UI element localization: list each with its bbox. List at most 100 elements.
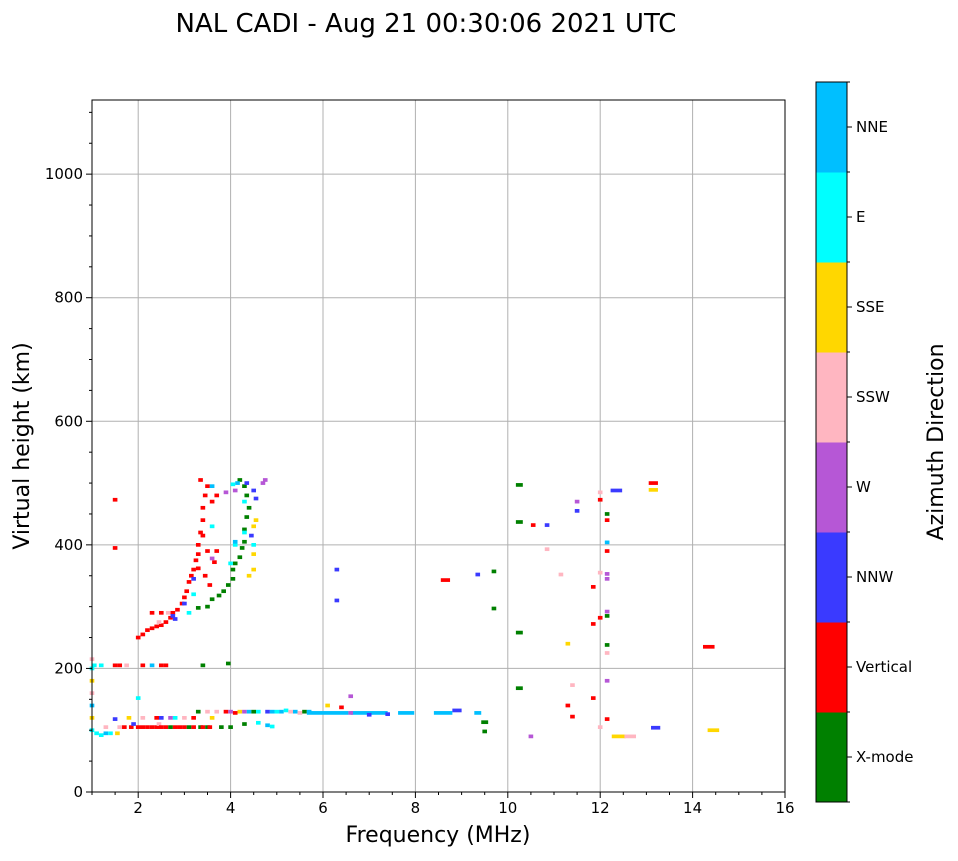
data-point xyxy=(491,606,497,611)
data-point xyxy=(251,567,257,572)
data-point xyxy=(544,523,550,527)
data-point xyxy=(491,569,497,574)
data-point xyxy=(112,546,118,550)
data-point xyxy=(246,709,252,714)
data-point xyxy=(604,643,610,647)
data-point xyxy=(235,481,240,485)
data-point xyxy=(242,484,247,489)
colorbar-tick-label: NNE xyxy=(856,118,888,136)
data-point xyxy=(292,709,298,714)
data-point xyxy=(249,533,254,538)
data-point xyxy=(158,716,164,720)
data-point xyxy=(219,725,224,729)
data-point xyxy=(103,725,109,729)
data-point xyxy=(98,663,104,668)
data-point xyxy=(182,725,187,729)
data-point xyxy=(198,478,203,482)
data-point xyxy=(237,709,243,714)
x-tick-label: 8 xyxy=(411,799,421,817)
data-point xyxy=(440,578,451,582)
data-point xyxy=(515,686,523,691)
data-point xyxy=(209,524,215,529)
data-point xyxy=(242,499,247,504)
data-point xyxy=(246,573,252,578)
data-point xyxy=(604,609,610,614)
data-point xyxy=(232,711,238,715)
data-point xyxy=(124,663,129,668)
data-point xyxy=(574,499,580,504)
data-point xyxy=(707,728,720,733)
data-point xyxy=(251,552,257,556)
data-point xyxy=(200,663,206,668)
data-point xyxy=(145,725,150,729)
data-point xyxy=(209,597,215,602)
data-point xyxy=(348,711,354,715)
data-point xyxy=(237,478,243,482)
data-point xyxy=(604,678,610,683)
data-point xyxy=(175,607,180,612)
data-point xyxy=(172,716,178,720)
data-point xyxy=(149,725,155,729)
x-tick-label: 10 xyxy=(498,799,517,817)
data-point xyxy=(117,663,123,668)
data-point xyxy=(191,725,196,729)
data-point xyxy=(145,628,150,632)
data-point xyxy=(225,583,231,587)
data-point xyxy=(221,589,226,594)
data-point xyxy=(648,488,658,492)
data-point xyxy=(242,722,247,726)
data-point xyxy=(242,530,247,535)
data-point xyxy=(648,481,658,485)
data-point xyxy=(209,716,215,720)
x-tick-label: 6 xyxy=(318,799,328,817)
data-point xyxy=(207,583,213,587)
data-point xyxy=(398,711,415,715)
data-point xyxy=(348,694,354,699)
data-point xyxy=(128,725,134,729)
data-point xyxy=(481,720,489,725)
data-point xyxy=(530,523,536,527)
data-point xyxy=(177,725,183,729)
data-point xyxy=(189,573,194,578)
x-axis-label: Frequency (MHz) xyxy=(346,823,531,848)
data-point xyxy=(198,725,203,729)
data-point xyxy=(182,595,187,600)
x-tick-label: 12 xyxy=(591,799,610,817)
y-tick-label: 800 xyxy=(54,289,83,307)
colorbar-tick-label: NNW xyxy=(856,568,893,586)
data-point xyxy=(597,570,603,575)
data-point xyxy=(251,524,257,529)
data-point xyxy=(232,543,238,547)
data-point xyxy=(253,496,259,501)
data-point xyxy=(94,731,99,736)
data-point xyxy=(611,734,626,739)
data-point xyxy=(433,711,453,715)
data-point xyxy=(216,593,222,598)
data-point xyxy=(269,709,275,714)
data-point xyxy=(482,729,488,734)
data-point xyxy=(209,499,215,504)
data-point xyxy=(262,478,268,482)
data-point xyxy=(112,663,118,668)
data-point xyxy=(195,552,201,556)
data-point xyxy=(604,576,610,581)
colorbar-segment-nnw xyxy=(816,532,847,623)
data-point xyxy=(182,716,187,720)
data-point xyxy=(207,725,213,729)
data-point xyxy=(610,488,623,493)
colorbar: X-mode Vertical NNW W SSW SSE E NNE xyxy=(815,81,913,803)
data-point xyxy=(149,610,155,615)
data-point xyxy=(228,709,233,714)
data-point xyxy=(193,558,199,563)
data-point xyxy=(334,567,340,572)
data-point xyxy=(366,712,372,717)
data-point xyxy=(242,527,247,532)
data-point xyxy=(325,703,330,708)
data-point xyxy=(604,549,610,553)
data-point xyxy=(154,716,159,720)
data-point xyxy=(212,560,217,565)
data-point xyxy=(590,585,596,589)
data-point xyxy=(112,497,118,502)
data-point xyxy=(195,606,201,610)
data-point xyxy=(246,505,252,510)
